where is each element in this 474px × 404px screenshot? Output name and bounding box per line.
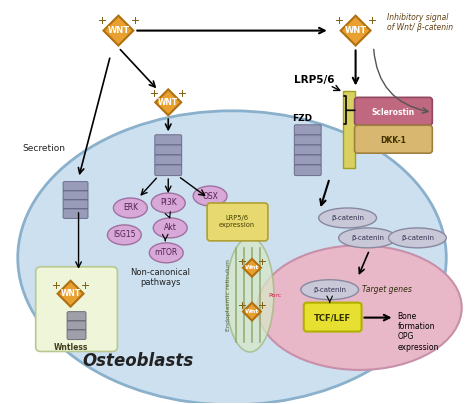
Text: ERK: ERK	[123, 204, 138, 213]
Text: PI3K: PI3K	[160, 198, 177, 208]
FancyBboxPatch shape	[294, 155, 321, 166]
Ellipse shape	[153, 218, 187, 238]
Ellipse shape	[149, 243, 183, 263]
Text: WNT: WNT	[158, 98, 178, 107]
Ellipse shape	[301, 280, 358, 300]
Text: β-catenin: β-catenin	[331, 215, 364, 221]
FancyBboxPatch shape	[355, 97, 432, 125]
Ellipse shape	[338, 228, 396, 248]
Text: Inhibitory signal
of Wnt/ β-catenin: Inhibitory signal of Wnt/ β-catenin	[387, 13, 454, 32]
Text: Akt: Akt	[164, 223, 177, 232]
Text: FZD: FZD	[292, 114, 312, 123]
Text: Wntless: Wntless	[54, 343, 88, 352]
Text: Wnt: Wnt	[245, 309, 259, 314]
Text: Sclerostin: Sclerostin	[372, 108, 415, 117]
Text: β-catenin: β-catenin	[313, 287, 346, 292]
Text: DKK-1: DKK-1	[381, 136, 406, 145]
Text: WNT: WNT	[345, 26, 367, 35]
Polygon shape	[243, 303, 261, 321]
FancyBboxPatch shape	[207, 203, 268, 241]
Text: ISG15: ISG15	[113, 230, 136, 240]
Polygon shape	[103, 16, 133, 46]
Text: Secretion: Secretion	[23, 144, 66, 153]
FancyBboxPatch shape	[304, 303, 362, 332]
Polygon shape	[341, 16, 371, 46]
FancyBboxPatch shape	[36, 267, 118, 351]
FancyBboxPatch shape	[155, 164, 182, 176]
FancyBboxPatch shape	[155, 155, 182, 166]
FancyBboxPatch shape	[63, 208, 88, 219]
Text: Osteoblasts: Osteoblasts	[83, 352, 194, 370]
FancyBboxPatch shape	[294, 125, 321, 136]
Ellipse shape	[18, 111, 447, 404]
Ellipse shape	[108, 225, 141, 245]
Text: WNT: WNT	[107, 26, 129, 35]
Ellipse shape	[113, 198, 147, 218]
Text: Target genes: Target genes	[362, 285, 411, 294]
Text: TCF/LEF: TCF/LEF	[314, 313, 351, 322]
Ellipse shape	[226, 238, 274, 352]
Text: OSX: OSX	[202, 191, 218, 200]
FancyBboxPatch shape	[294, 135, 321, 146]
Ellipse shape	[389, 228, 447, 248]
Ellipse shape	[319, 208, 376, 228]
Text: Non-canonical
pathways: Non-canonical pathways	[130, 268, 190, 287]
Text: Wnt: Wnt	[245, 265, 259, 270]
Polygon shape	[58, 281, 83, 307]
FancyBboxPatch shape	[63, 200, 88, 210]
FancyBboxPatch shape	[155, 135, 182, 146]
FancyBboxPatch shape	[63, 181, 88, 191]
Text: Porc: Porc	[268, 293, 281, 298]
Text: Endoplasmic reticulum: Endoplasmic reticulum	[226, 259, 230, 331]
Text: LRP5/6
expression: LRP5/6 expression	[219, 215, 255, 228]
Text: Bone
formation
OPG
expression: Bone formation OPG expression	[397, 311, 439, 352]
Ellipse shape	[151, 193, 185, 213]
FancyBboxPatch shape	[343, 91, 355, 168]
FancyBboxPatch shape	[155, 145, 182, 156]
Ellipse shape	[257, 245, 462, 370]
FancyBboxPatch shape	[67, 321, 86, 330]
Text: mTOR: mTOR	[155, 248, 178, 257]
FancyBboxPatch shape	[355, 125, 432, 153]
FancyBboxPatch shape	[67, 330, 86, 339]
FancyBboxPatch shape	[294, 164, 321, 176]
Polygon shape	[243, 259, 261, 277]
Text: WNT: WNT	[61, 289, 81, 298]
FancyBboxPatch shape	[294, 145, 321, 156]
FancyBboxPatch shape	[63, 191, 88, 200]
Ellipse shape	[193, 186, 227, 206]
Polygon shape	[155, 89, 181, 115]
FancyBboxPatch shape	[67, 311, 86, 322]
Text: β-catenin: β-catenin	[401, 235, 434, 241]
Text: LRP5/6: LRP5/6	[294, 76, 335, 85]
Text: β-catenin: β-catenin	[351, 235, 384, 241]
